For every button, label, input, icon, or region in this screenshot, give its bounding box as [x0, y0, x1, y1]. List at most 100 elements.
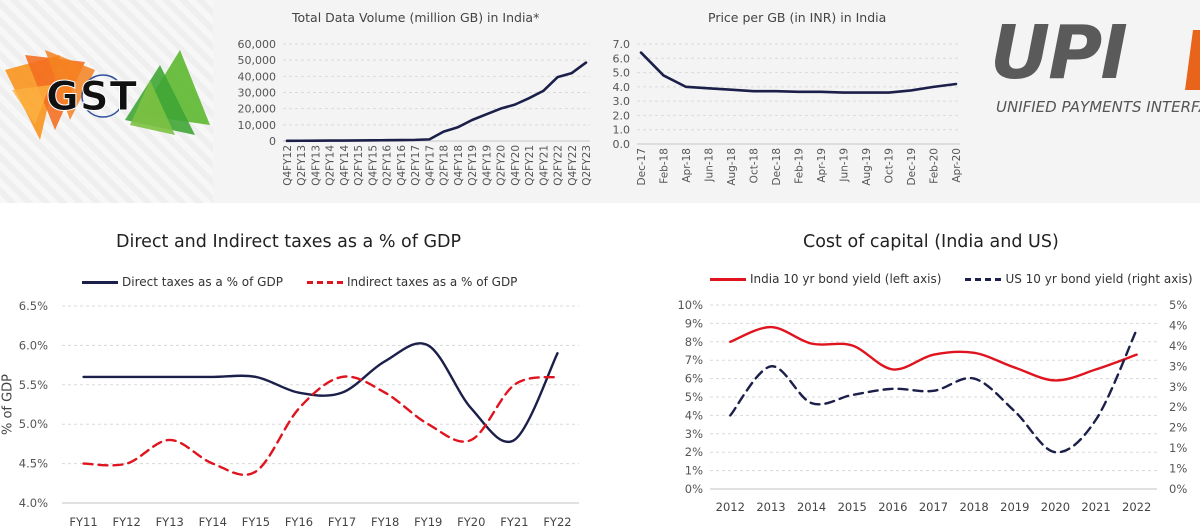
chart1-x-tick-label: Q2FY19 [467, 145, 479, 186]
chart2-y-tick-label: 4.0 [613, 81, 631, 94]
chart2-x-tick-label: Jun-19 [839, 148, 851, 183]
chart2-x-tick-label: Apr-20 [951, 148, 963, 183]
chart3-x-tick-label: FY17 [328, 515, 356, 529]
chart3-x-tick-label: FY19 [414, 515, 442, 529]
chart4-x-tick-label: 2012 [716, 500, 745, 514]
chart4-y2-tick-label: 3% [1169, 359, 1187, 373]
legend-label-indirect: Indirect taxes as a % of GDP [346, 275, 518, 289]
chart3-x-tick-label: FY21 [500, 515, 528, 529]
chart2-x-tick-label: Oct-19 [884, 148, 896, 183]
chart1-x-tick-label: Q4FY12 [282, 145, 294, 186]
chart2-x-tick-label: Apr-18 [681, 148, 693, 183]
chart1-x-tick-label: Q2FY17 [410, 145, 422, 186]
chart2-y-tick-label: 1.0 [613, 124, 631, 137]
chart3-x-tick-label: FY13 [156, 515, 184, 529]
chart4-y2-tick-label: 2% [1169, 400, 1187, 414]
gst-logo-graphic [5, 50, 210, 140]
chart4-series-line-1 [729, 325, 1138, 382]
chart4-y-tick-label: 7% [685, 353, 703, 367]
chart1-x-tick-label: Q2FY20 [496, 145, 508, 186]
chart3-x-tick-label: FY20 [457, 515, 485, 529]
legend-swatch-indirect [306, 280, 343, 284]
chart3-x-tick-label: FY15 [242, 515, 270, 529]
chart4-y2-tick-label: 1% [1169, 462, 1187, 476]
chart1-y-tick-label: 40,000 [238, 70, 277, 83]
chart2-y-tick-label: 2.0 [613, 109, 631, 122]
legend-swatch-direct [82, 280, 118, 284]
chart1-y-tick-label: 10,000 [238, 119, 277, 132]
chart1-x-tick-label: Q2FY13 [296, 145, 308, 186]
chart2-x-tick-label: Apr-19 [816, 148, 828, 183]
chart3-x-tick-label: FY18 [371, 515, 399, 529]
chart2-x-tick-label: Dec-18 [771, 148, 783, 185]
chart4-y2-tick-label: 0% [1169, 482, 1187, 496]
chart2-x-tick-label: Dec-17 [636, 148, 648, 185]
chart3-y-tick-label: 5.5% [19, 378, 48, 392]
chart4-y-tick-label: 6% [685, 372, 703, 386]
chart2-x-tick-label: Jun-18 [704, 148, 716, 183]
chart2-y-tick-label: 7.0 [613, 38, 631, 51]
chart3-x-tick-label: FY22 [543, 515, 571, 529]
chart1-x-tick-label: Q2FY23 [581, 145, 593, 186]
legend-label-direct: Direct taxes as a % of GDP [122, 275, 283, 289]
chart4-y-tick-label: 1% [685, 464, 703, 478]
chart1-x-tick-label: Q4FY16 [396, 145, 408, 186]
legend-swatch-india [710, 277, 746, 281]
chart1-x-tick-label: Q2FY14 [325, 145, 337, 186]
chart1-y-tick-label: 60,000 [238, 38, 277, 51]
chart2-y-tick-label: 6.0 [613, 52, 631, 65]
upi-logo-accent [1185, 30, 1200, 90]
chart2-x-tick-label: Feb-19 [794, 148, 806, 184]
chart1-x-tick-label: Q4FY14 [339, 145, 351, 186]
upi-logo-subtitle: UNIFIED PAYMENTS INTERFA [996, 98, 1200, 116]
chart4-y2-tick-label: 4% [1169, 339, 1187, 353]
chart3-x-tick-label: FY14 [199, 515, 227, 529]
legend-swatch-us [965, 277, 1002, 281]
chart3-legend: Direct taxes as a % of GDP Indirect taxe… [82, 275, 517, 289]
chart4-x-tick-label: 2017 [919, 500, 948, 514]
chart1-y-tick-label: 50,000 [238, 54, 277, 67]
chart4-x-tick-label: 2013 [756, 500, 785, 514]
chart2-y-tick-label: 0.0 [613, 138, 631, 151]
chart2-x-tick-label: Dec-19 [906, 148, 918, 185]
chart1-series-line-1 [285, 61, 588, 143]
chart4-y-tick-label: 4% [685, 408, 703, 422]
chart4-y2-tick-label: 5% [1169, 298, 1187, 312]
chart1-y-tick-label: 0 [269, 135, 276, 148]
chart4-y2-tick-label: 3% [1169, 380, 1187, 394]
chart3-title: Direct and Indirect taxes as a % of GDP [116, 232, 462, 252]
chart1-x-tick-label: Q2FY16 [382, 145, 394, 186]
upi-logo-text: UPI [990, 10, 1128, 96]
gst-logo-text: GST [46, 74, 138, 121]
chart4-x-tick-label: 2016 [878, 500, 907, 514]
chart4-y-tick-label: 3% [685, 427, 703, 441]
legend-label-us: US 10 yr bond yield (right axis) [1005, 272, 1193, 286]
chart3-y-tick-label: 6.5% [19, 299, 48, 313]
chart4-y-tick-label: 9% [685, 316, 703, 330]
chart1-x-tick-label: Q4FY15 [367, 145, 379, 186]
chart3-x-tick-label: FY11 [69, 515, 97, 529]
chart2-x-tick-label: Aug-19 [861, 148, 873, 186]
chart1-x-tick-label: Q4FY20 [510, 145, 522, 186]
chart1-y-tick-label: 30,000 [238, 87, 277, 100]
chart2-y-tick-label: 5.0 [613, 67, 631, 80]
chart1-x-tick-label: Q2FY18 [439, 145, 451, 186]
chart2-x-tick-label: Feb-20 [929, 148, 941, 184]
chart3-y-tick-label: 4.0% [19, 496, 48, 510]
chart3-series-line-2 [82, 375, 559, 477]
chart1-x-tick-label: Q2FY22 [553, 145, 565, 186]
chart3-y-tick-label: 4.5% [19, 457, 48, 471]
chart4-title: Cost of capital (India and US) [803, 232, 1059, 252]
chart2-x-tick-label: Aug-18 [726, 148, 738, 186]
chart4-y-tick-label: 10% [677, 298, 703, 312]
chart4-legend: India 10 yr bond yield (left axis) US 10… [710, 272, 1193, 286]
chart3-y-tick-label: 5.0% [19, 417, 48, 431]
chart2-x-tick-label: Oct-18 [749, 148, 761, 183]
legend-label-india: India 10 yr bond yield (left axis) [750, 272, 942, 286]
chart4-x-tick-label: 2015 [838, 500, 867, 514]
chart3-x-tick-label: FY16 [285, 515, 313, 529]
chart4-y2-tick-label: 1% [1169, 441, 1187, 455]
chart1-x-tick-label: Q4FY21 [538, 145, 550, 186]
chart1-x-tick-label: Q2FY15 [353, 145, 365, 186]
